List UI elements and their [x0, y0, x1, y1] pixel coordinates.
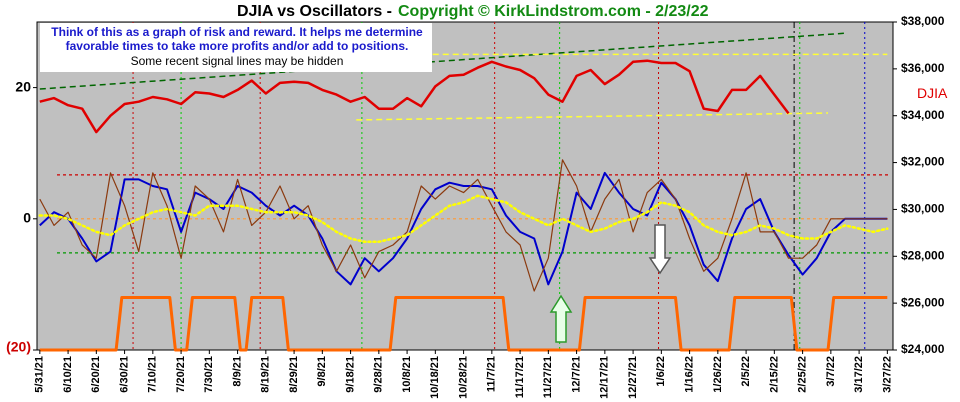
- x-tick-label: 11/17/21: [514, 356, 526, 398]
- x-tick-label: 7/20/21: [175, 356, 187, 393]
- x-tick-label: 11/27/21: [542, 356, 554, 398]
- chart-subtitle: Copyright © KirkLindstrom.com - 2/23/22: [398, 3, 709, 20]
- note-box: [40, 23, 432, 72]
- y2-tick-label: $30,000: [901, 202, 945, 216]
- x-tick-label: 9/8/21: [316, 356, 328, 387]
- y-tick-label: 0: [23, 210, 31, 226]
- x-tick-label: 2/15/22: [768, 356, 780, 393]
- x-tick-label: 12/7/21: [570, 356, 582, 393]
- x-tick-label: 8/29/21: [288, 356, 300, 393]
- y-tick-label: 20: [15, 78, 31, 94]
- x-tick-label: 2/5/22: [740, 356, 752, 387]
- x-tick-label: 1/16/22: [684, 356, 696, 393]
- note: Some recent signal lines may be hidden: [131, 54, 344, 68]
- x-tick-label: 2/25/22: [797, 356, 809, 393]
- y2-tick-label: $24,000: [901, 342, 945, 356]
- x-tick-label: 10/28/21: [457, 356, 469, 399]
- x-tick-label: 3/17/22: [853, 356, 865, 393]
- x-tick-label: 11/7/21: [486, 356, 498, 392]
- x-tick-label: 6/10/21: [62, 356, 74, 393]
- y2-tick-label: $32,000: [901, 155, 945, 169]
- x-tick-label: 10/18/21: [429, 356, 441, 399]
- x-tick-label: 6/20/21: [90, 356, 102, 393]
- x-tick-label: 5/31/21: [34, 356, 46, 393]
- x-tick-label: 9/28/21: [373, 356, 385, 393]
- x-tick-label: 6/30/21: [118, 356, 130, 393]
- x-tick-label: 7/30/21: [203, 356, 215, 393]
- sell-arrow: [648, 224, 672, 275]
- trend-line: [356, 112, 829, 121]
- x-tick-label: 10/8/21: [401, 356, 413, 393]
- y2-tick-label: $34,000: [901, 108, 945, 122]
- series-label: DJIA: [917, 85, 948, 101]
- x-tick-label: 1/6/22: [655, 356, 667, 387]
- series-line: [38, 194, 889, 244]
- y2-tick-label: $38,000: [901, 14, 945, 28]
- x-tick-label: 12/17/21: [599, 356, 611, 399]
- x-tick-label: 3/7/22: [825, 356, 837, 387]
- series-line: [39, 159, 888, 292]
- note: favorable times to take more profits and…: [66, 39, 409, 53]
- buy-arrow: [549, 294, 573, 343]
- x-tick-label: 8/19/21: [260, 356, 272, 393]
- x-tick-label: 1/26/22: [712, 356, 724, 393]
- x-tick-label: 8/9/21: [231, 356, 243, 387]
- y2-tick-label: $28,000: [901, 248, 945, 262]
- y-tick-label: (20): [6, 339, 31, 355]
- trend-line: [39, 32, 848, 90]
- chart-title: DJIA vs Oscillators -: [237, 3, 392, 20]
- note: Think of this as a graph of risk and rew…: [51, 25, 423, 39]
- x-tick-label: 3/27/22: [881, 356, 893, 393]
- series-line: [39, 59, 790, 134]
- y2-tick-label: $26,000: [901, 295, 945, 309]
- x-tick-label: 12/27/21: [627, 356, 639, 399]
- x-tick-label: 7/10/21: [147, 356, 159, 393]
- x-tick-label: 9/18/21: [344, 356, 356, 393]
- y2-tick-label: $36,000: [901, 61, 945, 75]
- series-line: [39, 171, 888, 286]
